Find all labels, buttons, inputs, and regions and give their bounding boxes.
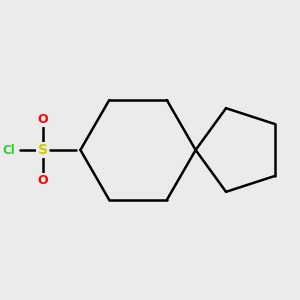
- Text: Cl: Cl: [3, 143, 16, 157]
- Text: O: O: [37, 174, 48, 187]
- Text: O: O: [37, 113, 48, 126]
- Text: S: S: [38, 143, 47, 157]
